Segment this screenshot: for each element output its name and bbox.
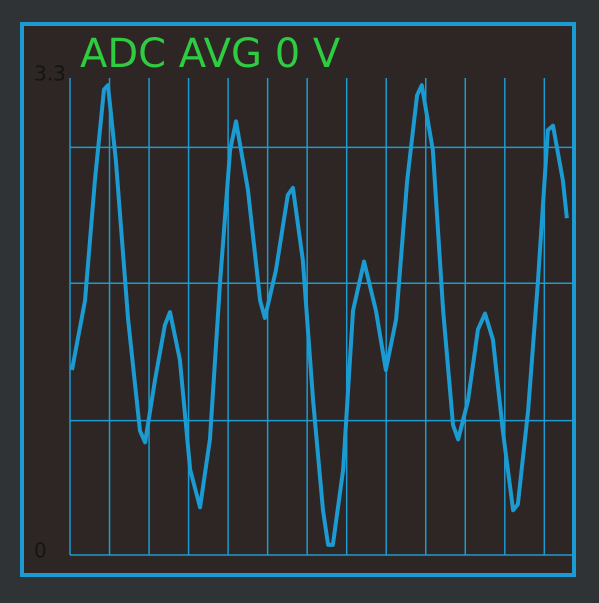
y-tick-label: 0	[34, 539, 47, 563]
y-tick-label: 3.3	[34, 62, 66, 86]
scope-frame	[20, 22, 576, 577]
signal-line	[70, 83, 569, 547]
chart-title: ADC AVG 0 V	[80, 31, 341, 77]
